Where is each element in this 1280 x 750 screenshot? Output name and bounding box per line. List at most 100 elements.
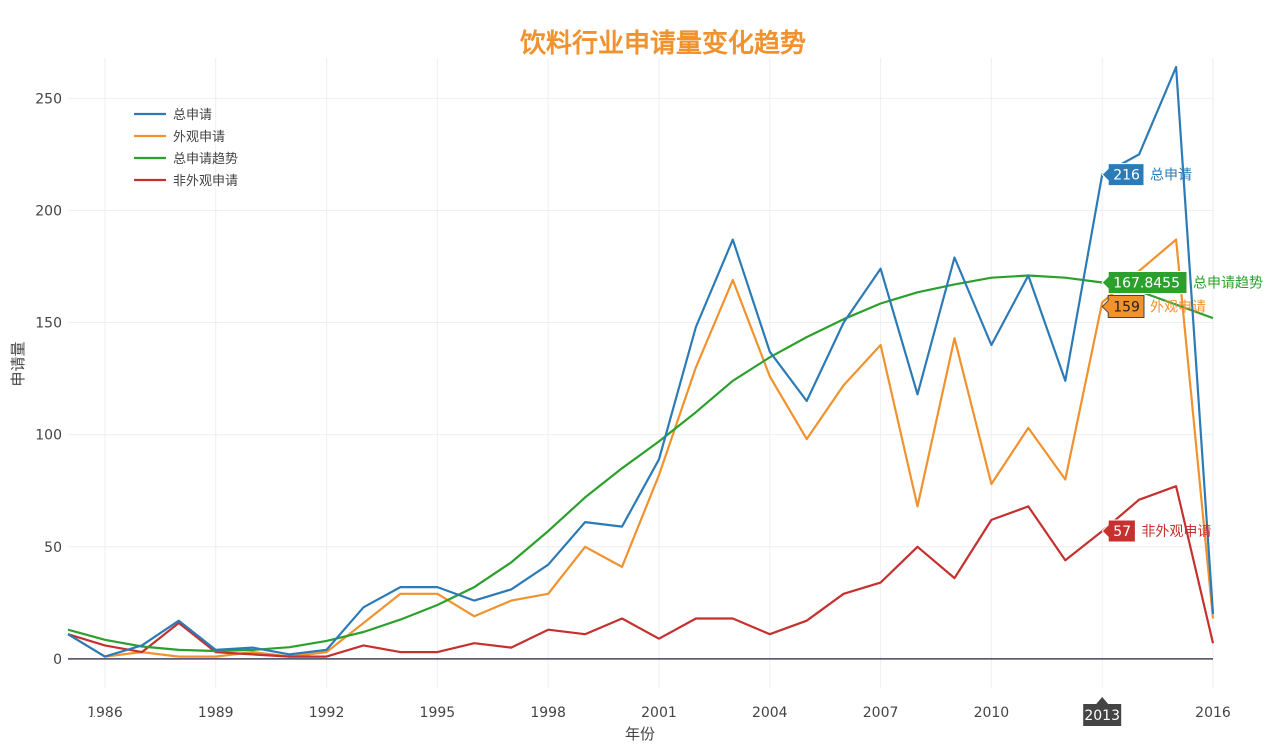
data-point xyxy=(621,525,623,527)
data-point xyxy=(732,617,734,619)
data-point xyxy=(769,356,771,358)
data-point xyxy=(1138,498,1140,500)
data-point xyxy=(695,326,697,328)
data-point xyxy=(436,604,438,606)
watermark-logo-icon: 100 xyxy=(6,712,48,736)
data-point xyxy=(806,620,808,622)
legend-item-2[interactable]: 总申请趋势 xyxy=(134,151,238,167)
grid-layer xyxy=(68,58,1214,688)
series-line-0 xyxy=(67,65,1215,658)
data-point xyxy=(621,617,623,619)
data-point xyxy=(473,586,475,588)
y-tick-label-150: 150 xyxy=(35,316,62,332)
svg-text:100: 100 xyxy=(6,712,48,736)
data-point xyxy=(141,651,143,653)
data-point xyxy=(510,646,512,648)
data-point xyxy=(325,655,327,657)
data-point xyxy=(399,651,401,653)
data-point xyxy=(879,268,881,270)
x-tick-label-1998: 1998 xyxy=(530,705,566,721)
legend-label: 总申请趋势 xyxy=(173,151,238,167)
data-point xyxy=(473,599,475,601)
data-point xyxy=(399,618,401,620)
data-point xyxy=(879,344,881,346)
series-line-3 xyxy=(67,485,1215,658)
data-point xyxy=(288,646,290,648)
x-tick-label-2004: 2004 xyxy=(752,705,788,721)
data-point xyxy=(178,655,180,657)
hover-series-name: 外观申请 xyxy=(1150,300,1206,316)
series-line-2 xyxy=(67,274,1214,653)
data-point xyxy=(584,521,586,523)
hover-label-3: 57 非外观申请 xyxy=(1101,519,1211,543)
data-point xyxy=(362,606,364,608)
data-point xyxy=(1138,153,1140,155)
data-point xyxy=(362,631,364,633)
data-point xyxy=(621,566,623,568)
data-point xyxy=(990,483,992,485)
data-point xyxy=(953,577,955,579)
data-point xyxy=(178,649,180,651)
y-tick-label-0: 0 xyxy=(53,652,62,668)
data-point xyxy=(879,302,881,304)
y-tick-label-100: 100 xyxy=(35,428,62,444)
data-point xyxy=(1027,427,1029,429)
hover-label-0: 216 总申请 xyxy=(1101,163,1192,187)
data-point xyxy=(178,620,180,622)
hover-value: 159 xyxy=(1113,300,1140,316)
hover-labels: 216 总申请 167.8455 总申请趋势 159 外观申请 57 非外观申请 2013 xyxy=(1083,163,1263,726)
hover-x-badge-box xyxy=(1083,697,1122,726)
hover-value: 167.8455 xyxy=(1113,276,1180,292)
hover-x-badge-label: 2013 xyxy=(1084,708,1120,724)
data-point xyxy=(806,336,808,338)
x-tick-label-2010: 2010 xyxy=(974,705,1010,721)
data-point xyxy=(1175,485,1177,487)
data-point xyxy=(658,637,660,639)
hover-x-badge: 2013 xyxy=(1083,697,1122,726)
data-point xyxy=(842,593,844,595)
hover-series-name: 非外观申请 xyxy=(1141,524,1211,540)
data-point xyxy=(879,581,881,583)
data-point xyxy=(916,546,918,548)
data-point xyxy=(325,640,327,642)
data-point xyxy=(436,651,438,653)
data-point xyxy=(1212,317,1214,319)
watermark: 100 大数跨境 xyxy=(6,712,140,737)
data-point xyxy=(695,366,697,368)
data-point xyxy=(1064,478,1066,480)
data-point xyxy=(769,633,771,635)
x-tick-label-2016: 2016 xyxy=(1195,705,1231,721)
legend-label: 非外观申请 xyxy=(173,174,238,189)
data-point xyxy=(806,438,808,440)
data-point xyxy=(547,593,549,595)
data-point xyxy=(251,651,253,653)
hover-series-name: 总申请 xyxy=(1150,168,1192,184)
data-point xyxy=(510,561,512,563)
data-point xyxy=(288,655,290,657)
data-point xyxy=(842,321,844,323)
y-axis-title: 申请量 xyxy=(9,341,27,386)
x-tick-label-1986: 1986 xyxy=(87,705,123,721)
data-point xyxy=(399,593,401,595)
data-point xyxy=(1212,617,1214,619)
data-point xyxy=(842,384,844,386)
legend-item-0[interactable]: 总申请 xyxy=(134,108,212,123)
data-point xyxy=(916,393,918,395)
data-point xyxy=(990,344,992,346)
y-tick-label-200: 200 xyxy=(35,203,62,219)
hover-label-box xyxy=(1101,271,1188,295)
data-point xyxy=(473,615,475,617)
data-point xyxy=(547,530,549,532)
hover-label-1: 167.8455 总申请趋势 xyxy=(1101,271,1263,295)
data-point xyxy=(215,655,217,657)
data-point xyxy=(104,639,106,641)
data-point xyxy=(584,496,586,498)
series-layer xyxy=(67,65,1215,658)
x-tick-label-2007: 2007 xyxy=(863,705,899,721)
hover-label-box xyxy=(1101,519,1136,543)
data-point xyxy=(362,644,364,646)
legend-item-3[interactable]: 非外观申请 xyxy=(134,174,238,189)
legend-item-1[interactable]: 外观申请 xyxy=(134,130,225,145)
data-point xyxy=(953,256,955,258)
